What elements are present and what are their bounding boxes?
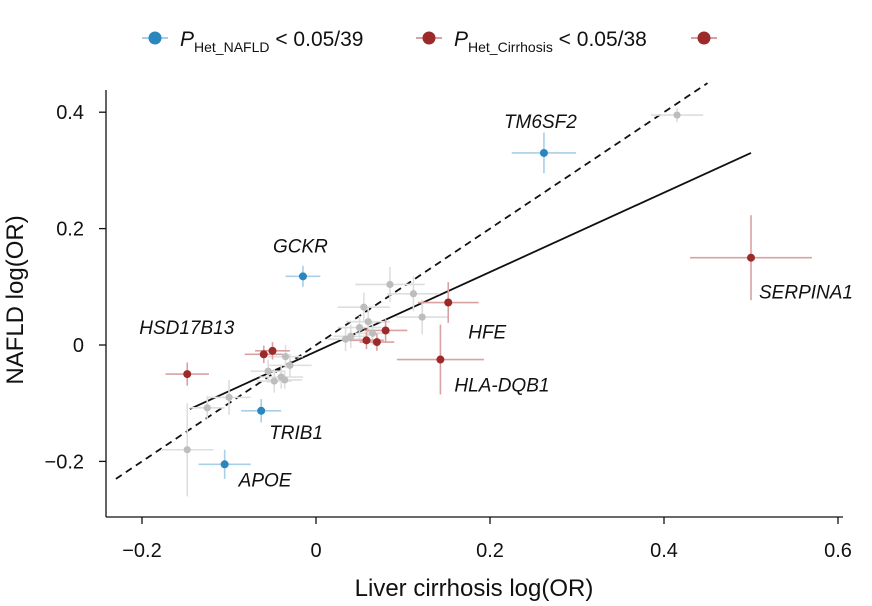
axes: −0.2 0 0.2 0.4 0.6 −0.2 0 0.2 0.4 [45, 90, 852, 562]
data-points [183, 111, 755, 469]
data-point [225, 393, 233, 401]
data-point [268, 346, 277, 355]
legend-extra-marker [697, 31, 711, 45]
y-ticks: −0.2 0 0.2 0.4 [45, 102, 106, 473]
y-tick-label: −0.2 [45, 451, 84, 473]
data-point [747, 253, 755, 262]
identity-line [115, 82, 709, 480]
gene-label-serpina1: SERPINA1 [759, 283, 853, 304]
data-point [183, 446, 191, 454]
gene-labels: TM6SF2 GCKR TRIB1 APOE SERPINA1 HFE HLA-DQB1 HS… [139, 112, 853, 491]
legend-nafld-threshold: < 0.05/39 [275, 28, 363, 51]
legend-entry-cirrhosis: PHet_Cirrhosis < 0.05/38 [416, 28, 647, 55]
data-point [281, 353, 290, 361]
data-point [203, 404, 211, 412]
regression-line [189, 152, 752, 410]
data-point [539, 148, 548, 157]
data-point [281, 376, 289, 384]
legend-cirrhosis-threshold: < 0.05/38 [559, 28, 647, 51]
y-tick-label: 0.2 [56, 219, 84, 241]
data-point [418, 313, 426, 321]
data-point [372, 338, 381, 347]
data-point [381, 326, 390, 335]
svg-text:PHet_NAFLD < 0.05/39: PHet_NAFLD < 0.05/39 [180, 28, 364, 55]
data-point [298, 272, 307, 281]
data-point [444, 298, 453, 307]
gene-label-trib1: TRIB1 [269, 423, 323, 444]
data-point [362, 336, 371, 345]
data-point [386, 280, 394, 289]
data-point [220, 460, 229, 469]
x-ticks: −0.2 0 0.2 0.4 0.6 [122, 517, 852, 562]
data-point [183, 370, 192, 379]
data-point [360, 303, 368, 311]
legend-entry-nafld: PHet_NAFLD < 0.05/39 [142, 28, 364, 55]
gene-label-apoe: APOE [238, 470, 292, 491]
legend-nafld-marker [148, 31, 162, 45]
data-point [286, 361, 294, 369]
data-point [264, 367, 272, 375]
legend-nafld-symbol: P [180, 28, 194, 51]
error-bars [161, 108, 812, 497]
data-point [368, 329, 377, 337]
data-point [355, 323, 364, 332]
gene-label-gckr: GCKR [273, 236, 328, 257]
legend-cirrhosis-subscript: Het_Cirrhosis [468, 39, 553, 55]
x-tick-label: 0.4 [650, 540, 678, 562]
data-point [259, 350, 268, 359]
legend-cirrhosis-marker [422, 31, 436, 45]
y-tick-label: 0.4 [56, 102, 84, 124]
x-tick-label: −0.2 [122, 540, 161, 562]
y-axis-title: NAFLD log(OR) [2, 215, 29, 384]
legend: PHet_NAFLD < 0.05/39 PHet_Cirrhosis < 0.… [142, 28, 717, 55]
legend-nafld-subscript: Het_NAFLD [194, 39, 269, 55]
legend-entry-extra [691, 31, 717, 45]
gene-label-hsd17b13: HSD17B13 [139, 318, 234, 339]
x-axis-title: Liver cirrhosis log(OR) [355, 575, 594, 602]
x-tick-label: 0.6 [824, 540, 852, 562]
y-tick-label: 0 [73, 335, 84, 357]
legend-cirrhosis-symbol: P [454, 28, 468, 51]
data-point [436, 355, 445, 364]
data-point [341, 335, 350, 343]
gene-label-hla-dqb1: HLA-DQB1 [454, 376, 549, 397]
data-point [270, 377, 278, 385]
data-point [364, 318, 372, 326]
gene-label-hfe: HFE [468, 323, 506, 344]
gene-label-tm6sf2: TM6SF2 [504, 112, 577, 133]
data-point [673, 111, 681, 119]
data-point [409, 290, 418, 298]
data-point [257, 406, 266, 415]
reference-lines [115, 82, 752, 480]
x-tick-label: 0.2 [476, 540, 504, 562]
x-tick-label: 0 [310, 540, 321, 562]
svg-text:PHet_Cirrhosis < 0.05/38: PHet_Cirrhosis < 0.05/38 [454, 28, 647, 55]
